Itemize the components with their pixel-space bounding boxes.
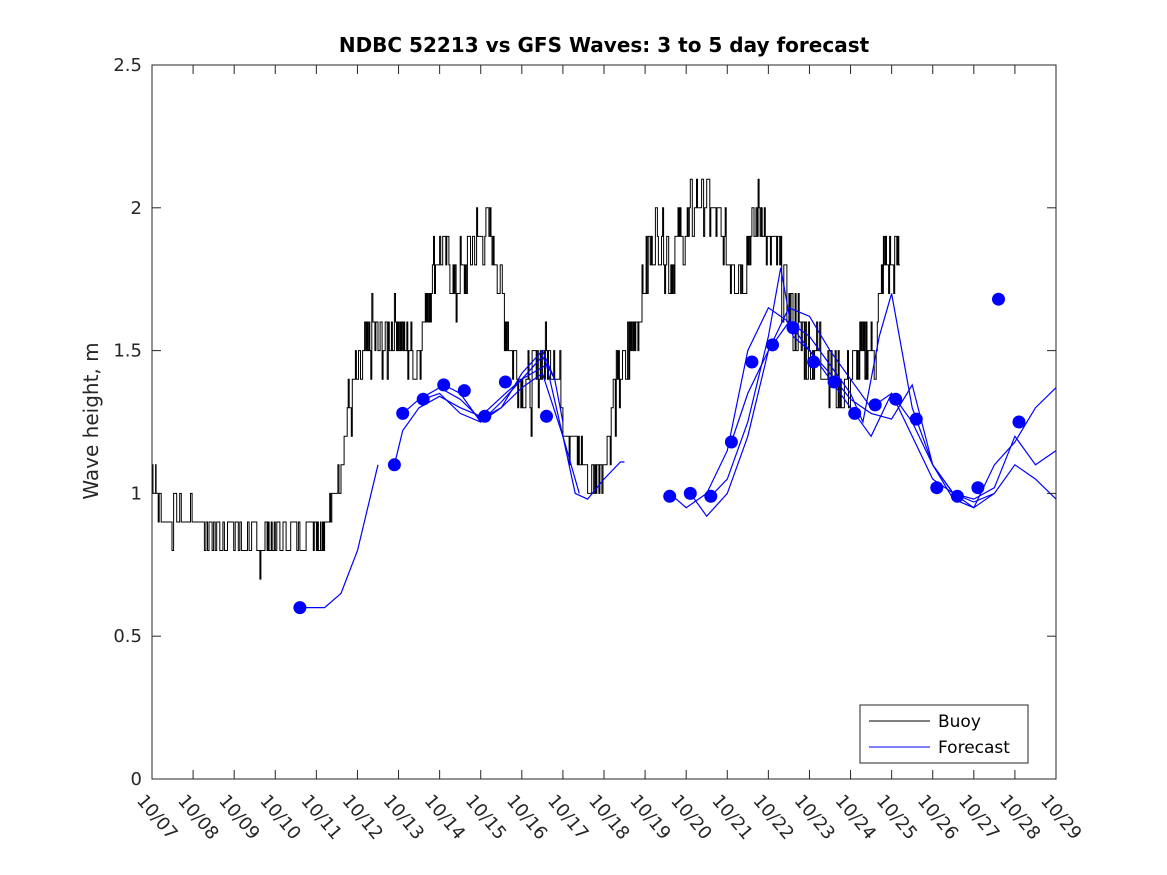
x-tick-label: 10/11 bbox=[297, 791, 346, 844]
forecast-line-4 bbox=[422, 355, 564, 423]
forecast-marker bbox=[293, 601, 307, 615]
y-axis-label: Wave height, m bbox=[79, 342, 103, 499]
forecast-line-9 bbox=[730, 307, 1056, 500]
forecast-marker bbox=[807, 355, 821, 369]
chart-title: NDBC 52213 vs GFS Waves: 3 to 5 day fore… bbox=[339, 33, 870, 57]
forecast-marker bbox=[478, 409, 492, 423]
buoy-line bbox=[152, 178, 900, 580]
forecast-marker bbox=[889, 392, 903, 406]
x-tick-label: 10/29 bbox=[1036, 791, 1085, 844]
forecast-marker bbox=[437, 378, 451, 392]
x-tick-label: 10/16 bbox=[502, 791, 551, 844]
x-tick-label: 10/25 bbox=[872, 791, 921, 844]
forecast-marker bbox=[457, 384, 471, 398]
y-tick-label: 2.5 bbox=[113, 55, 142, 76]
plot-area bbox=[152, 65, 1056, 779]
legend-forecast-label: Forecast bbox=[938, 738, 1010, 758]
forecast-marker bbox=[704, 489, 718, 503]
forecast-marker bbox=[683, 486, 697, 500]
x-tick-label: 10/13 bbox=[379, 791, 428, 844]
forecast-line-6 bbox=[669, 306, 1056, 509]
y-tick-label: 2 bbox=[131, 198, 142, 219]
y-tick-label: 0 bbox=[131, 769, 142, 790]
x-tick-label: 10/15 bbox=[461, 791, 510, 844]
x-tick-label: 10/21 bbox=[707, 791, 756, 844]
forecast-marker bbox=[930, 481, 944, 495]
forecast-line-3 bbox=[402, 372, 580, 494]
forecast-marker bbox=[387, 458, 401, 472]
y-tick-label: 0.5 bbox=[113, 626, 142, 647]
x-tick-label: 10/17 bbox=[543, 791, 592, 844]
forecast-marker bbox=[745, 355, 759, 369]
forecast-marker bbox=[909, 412, 923, 426]
x-tick-label: 10/09 bbox=[214, 791, 263, 844]
forecast-marker bbox=[396, 406, 410, 420]
x-tick-label: 10/27 bbox=[954, 791, 1003, 844]
x-tick-label: 10/18 bbox=[584, 791, 633, 844]
forecast-line-1 bbox=[299, 464, 379, 609]
x-tick-label: 10/08 bbox=[173, 791, 222, 844]
forecast-marker bbox=[971, 481, 985, 495]
x-tick-label: 10/10 bbox=[255, 791, 304, 844]
series-group bbox=[152, 178, 1056, 615]
x-tick-label: 10/07 bbox=[132, 791, 181, 844]
forecast-marker bbox=[498, 375, 512, 389]
x-tick-label: 10/20 bbox=[666, 791, 715, 844]
forecast-marker bbox=[663, 489, 677, 503]
forecast-marker bbox=[416, 392, 430, 406]
legend-buoy-label: Buoy bbox=[938, 712, 981, 732]
forecast-marker bbox=[1012, 415, 1026, 429]
x-tick-label: 10/26 bbox=[913, 791, 962, 844]
forecast-marker bbox=[950, 489, 964, 503]
x-tick-label: 10/14 bbox=[420, 791, 469, 844]
forecast-marker bbox=[724, 435, 738, 449]
x-tick-label: 10/12 bbox=[338, 791, 387, 844]
y-tick-label: 1.5 bbox=[113, 341, 142, 362]
forecast-line-8 bbox=[710, 267, 1056, 509]
x-tick-label: 10/22 bbox=[749, 791, 798, 844]
forecast-marker bbox=[868, 398, 882, 412]
legend: Buoy Forecast bbox=[859, 704, 1029, 764]
forecast-marker bbox=[786, 321, 800, 335]
forecast-marker bbox=[766, 338, 779, 352]
x-tick-label: 10/19 bbox=[625, 791, 674, 844]
forecast-marker bbox=[992, 292, 1005, 306]
forecast-marker bbox=[848, 406, 862, 420]
forecast-marker bbox=[827, 375, 841, 389]
x-tick-label: 10/28 bbox=[995, 791, 1044, 844]
legend-box bbox=[859, 704, 1029, 764]
y-tick-label: 1 bbox=[131, 483, 142, 504]
forecast-marker bbox=[540, 409, 553, 423]
x-tick-label: 10/23 bbox=[790, 791, 839, 844]
x-tick-label: 10/24 bbox=[831, 791, 880, 844]
